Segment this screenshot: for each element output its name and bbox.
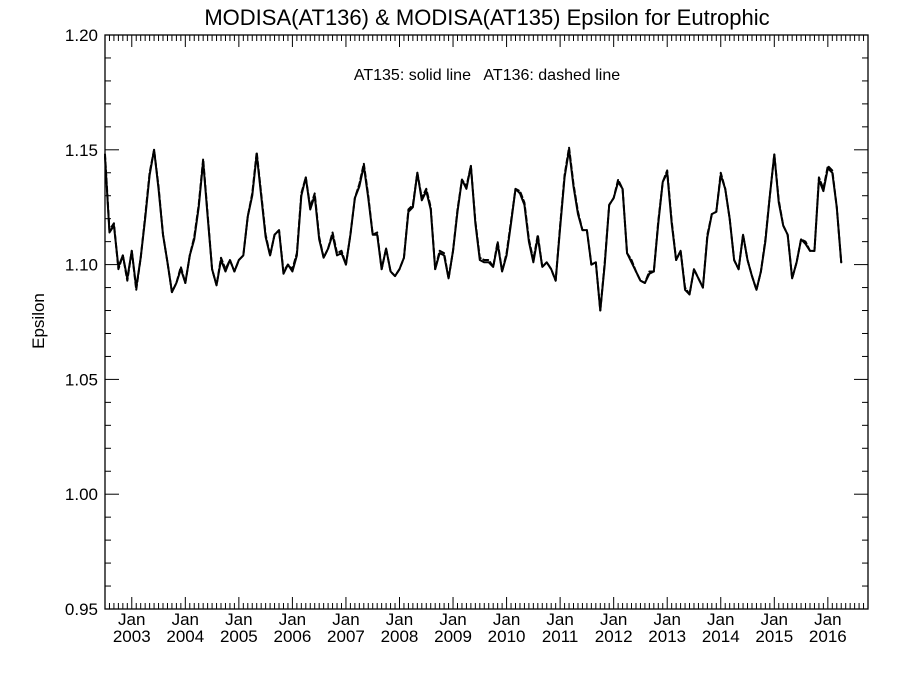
x-tick-label-year: 2014 [702,627,740,646]
x-tick-label-year: 2010 [488,627,526,646]
y-tick-label: 1.00 [65,485,98,504]
series-layer [104,146,843,312]
plot-frame [104,34,869,610]
x-tick-label-month: Jan [439,610,466,629]
x-tick-label-month: Jan [332,610,359,629]
x-tick-label-month: Jan [600,610,627,629]
y-tick-label: 1.10 [65,256,98,275]
x-tick-label-year: 2004 [166,627,204,646]
chart-title: MODISA(AT136) & MODISA(AT135) Epsilon fo… [204,5,769,30]
x-tick-label-year: 2016 [809,627,847,646]
axes: 0.951.001.051.101.151.20Jan2003Jan2004Ja… [65,26,869,646]
x-tick-label-year: 2015 [755,627,793,646]
x-tick-label-month: Jan [279,610,306,629]
x-tick-label-month: Jan [546,610,573,629]
y-axis-label: Epsilon [29,293,48,349]
y-tick-label: 1.15 [65,141,98,160]
y-tick-label: 1.05 [65,370,98,389]
x-tick-label-year: 2007 [327,627,365,646]
series-annotation: AT135: solid line AT136: dashed line [354,67,620,84]
x-tick-label-year: 2011 [542,627,579,646]
x-tick-label-month: Jan [172,610,199,629]
y-tick-label: 1.20 [65,26,98,45]
x-tick-label-month: Jan [653,610,680,629]
x-tick-label-month: Jan [761,610,788,629]
x-tick-label-month: Jan [386,610,413,629]
x-tick-label-month: Jan [225,610,252,629]
x-tick-label-year: 2012 [595,627,633,646]
x-tick-label-month: Jan [493,610,520,629]
x-tick-label-year: 2003 [113,627,151,646]
y-tick-label: 0.95 [65,600,98,619]
x-tick-label-month: Jan [707,610,734,629]
series-line-at136 [104,146,843,312]
x-tick-label-year: 2008 [381,627,419,646]
x-tick-label-year: 2006 [273,627,311,646]
x-tick-label-year: 2005 [220,627,258,646]
x-tick-label-year: 2013 [648,627,686,646]
x-tick-label-year: 2009 [434,627,472,646]
x-tick-label-month: Jan [118,610,145,629]
x-tick-label-month: Jan [814,610,841,629]
